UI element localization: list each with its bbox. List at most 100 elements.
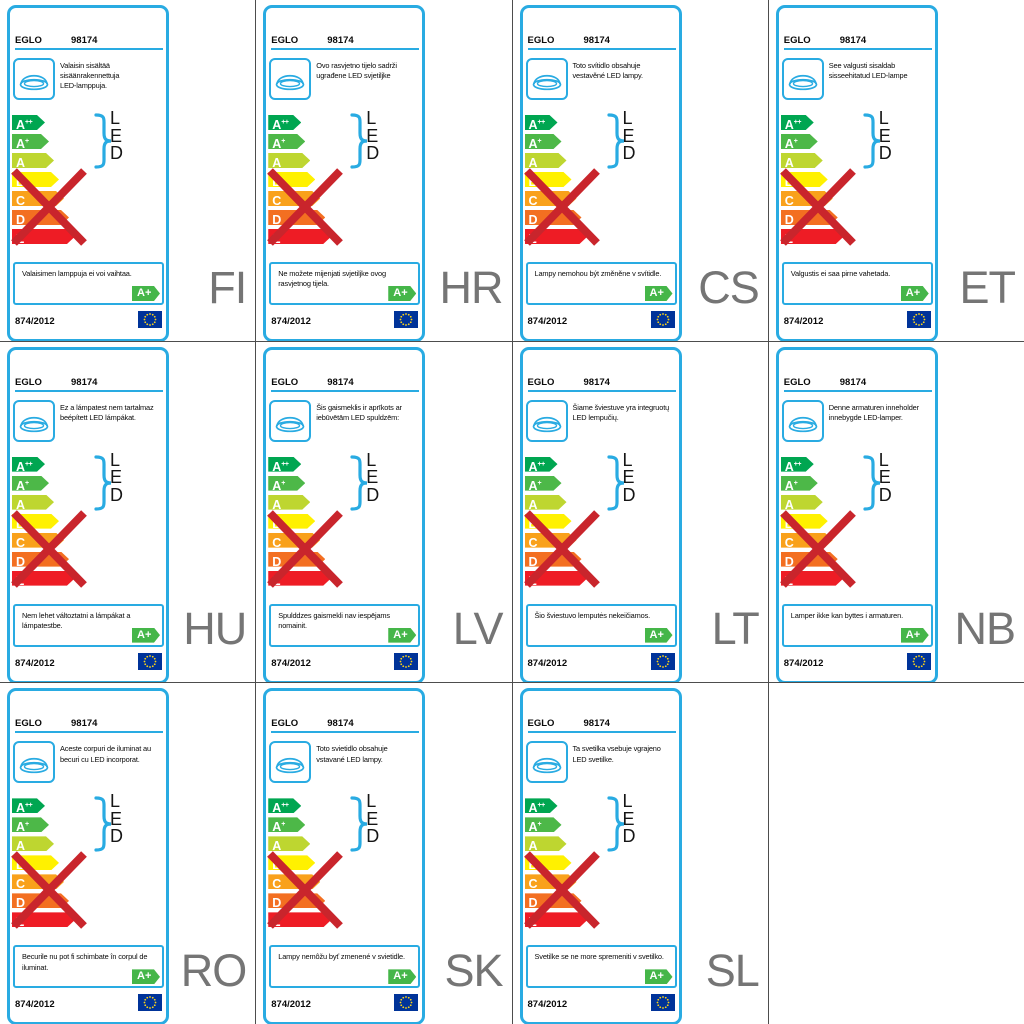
replacement-note-box: Spulddzes gaismekli nav iespējams nomain… bbox=[269, 603, 421, 647]
language-code: RO bbox=[180, 944, 247, 996]
arrow-grade: E bbox=[16, 573, 25, 588]
led-brace-icon bbox=[350, 796, 368, 852]
arrow-c: C bbox=[268, 191, 320, 206]
arrow-b: B bbox=[12, 172, 59, 187]
replacement-note-box: Valgustis ei saa pirne vahetada. A+ bbox=[781, 262, 933, 305]
lamp-icon-box bbox=[525, 399, 568, 442]
aplus-badge: A+ bbox=[900, 627, 929, 643]
arrow-e: E bbox=[12, 912, 75, 927]
replacement-note-text: Valgustis ei saa pirne vahetada. bbox=[790, 269, 891, 278]
header-divider bbox=[271, 731, 420, 734]
arrow-grade: C bbox=[16, 194, 26, 208]
ceiling-lamp-icon bbox=[788, 74, 818, 91]
arrow-e: E bbox=[268, 912, 331, 927]
replacement-note-box: Lampy nemohou být změněne v svítidle. A+ bbox=[525, 262, 677, 305]
arrow-a+: A+ bbox=[781, 476, 818, 491]
led-letters: L E D bbox=[622, 451, 636, 505]
label-cell-ro: EGLO 98174 Aceste corpuri de iluminat au… bbox=[0, 683, 256, 1024]
arrow-c: C bbox=[268, 874, 320, 889]
header-divider bbox=[15, 731, 163, 734]
arrow-b: B bbox=[525, 172, 572, 187]
arrow-grade: A bbox=[16, 118, 26, 132]
ceiling-lamp-icon bbox=[275, 758, 305, 774]
arrow-grade: B bbox=[528, 858, 538, 873]
led-letter-e: E bbox=[878, 467, 891, 488]
arrow-grade: B bbox=[784, 516, 794, 531]
arrow-grade-sup: + bbox=[537, 821, 542, 829]
arrow-grade: A bbox=[272, 118, 282, 132]
arrow-scale: A++ A+ A B C D E bbox=[268, 457, 331, 590]
arrow-grade: E bbox=[528, 573, 537, 588]
led-letters: L E D bbox=[110, 451, 123, 505]
aplus-badge: A+ bbox=[644, 969, 673, 985]
arrow-grade: C bbox=[16, 535, 26, 550]
ceiling-lamp-icon bbox=[19, 416, 49, 432]
led-letter-l: L bbox=[366, 108, 377, 128]
header-divider bbox=[15, 389, 163, 392]
arrow-grade: B bbox=[16, 858, 26, 873]
arrow-a++: A++ bbox=[12, 798, 45, 813]
eu-flag-icon bbox=[394, 652, 419, 670]
arrow-b: B bbox=[781, 172, 828, 187]
led-letter-e: E bbox=[366, 467, 379, 488]
arrow-b: B bbox=[268, 172, 315, 187]
ceiling-lamp-icon bbox=[532, 758, 561, 774]
led-letter-l: L bbox=[110, 791, 121, 812]
brand-name: EGLO bbox=[271, 718, 299, 730]
arrow-scale: A++ A+ A B C D E bbox=[525, 798, 588, 931]
arrow-grade-sup: + bbox=[25, 138, 29, 145]
builtin-led-text: Ez a lámpatest nem tartalmaz beépített L… bbox=[60, 402, 154, 422]
led-letter-e: E bbox=[622, 808, 635, 829]
arrow-a: A bbox=[781, 495, 823, 510]
arrow-grade: A bbox=[528, 459, 538, 474]
arrow-grade: A bbox=[16, 156, 26, 170]
arrow-a++: A++ bbox=[525, 457, 558, 472]
arrow-grade: B bbox=[16, 175, 26, 189]
regulation-number: 874/2012 bbox=[783, 657, 824, 669]
arrow-d: D bbox=[268, 552, 325, 567]
arrow-grade: A bbox=[784, 459, 794, 474]
arrow-scale: A++ A+ A B C D E bbox=[268, 798, 331, 931]
led-brace-icon bbox=[863, 455, 880, 511]
arrow-a++: A++ bbox=[268, 798, 301, 813]
arrow-e: E bbox=[781, 571, 844, 586]
eu-flag-icon bbox=[138, 652, 162, 670]
regulation-number: 874/2012 bbox=[527, 999, 568, 1011]
label-cell-hr: EGLO 98174 Ovo rasvjetno tijelo sadrži u… bbox=[256, 0, 512, 341]
header-divider bbox=[783, 389, 932, 392]
arrow-grade: A bbox=[528, 497, 538, 512]
model-number: 98174 bbox=[583, 35, 610, 46]
lamp-icon-box bbox=[525, 58, 568, 100]
arrow-grade: B bbox=[272, 516, 282, 531]
aplus-badge: A+ bbox=[388, 969, 417, 985]
arrow-grade: D bbox=[16, 213, 26, 227]
arrow-grade: E bbox=[272, 573, 281, 588]
arrow-grade: D bbox=[528, 213, 538, 227]
arrow-grade: A bbox=[16, 820, 26, 835]
arrow-d: D bbox=[12, 210, 69, 225]
arrow-grade: A bbox=[272, 459, 282, 474]
arrow-e: E bbox=[12, 229, 75, 244]
energy-label: EGLO 98174 Toto svítidlo obsahuje vestav… bbox=[519, 5, 682, 341]
energy-label: EGLO 98174 Denne armaturen inneholder in… bbox=[775, 346, 938, 683]
replacement-note-text: Nem lehet változtatni a lámpákat a lámpa… bbox=[22, 610, 131, 631]
arrow-grade: C bbox=[528, 877, 538, 892]
led-letter-d: D bbox=[366, 826, 380, 847]
arrow-grade: E bbox=[16, 915, 25, 930]
arrow-grade-sup: ++ bbox=[25, 460, 33, 468]
arrow-grade-sup: + bbox=[281, 821, 285, 829]
arrow-a: A bbox=[525, 836, 567, 851]
arrow-grade: A bbox=[528, 137, 538, 151]
replacement-note-text: Valaisimen lamppuja ei voi vaihtaa. bbox=[22, 269, 132, 278]
arrow-grade-sup: ++ bbox=[793, 460, 801, 468]
arrow-a+: A+ bbox=[781, 134, 818, 149]
energy-label: EGLO 98174 Ez a lámpatest nem tartalmaz … bbox=[7, 346, 169, 683]
led-letter-e: E bbox=[622, 467, 635, 488]
arrow-e: E bbox=[12, 571, 75, 586]
arrow-grade-sup: + bbox=[25, 821, 29, 829]
lamp-icon-box bbox=[781, 399, 824, 442]
regulation-number: 874/2012 bbox=[271, 316, 311, 327]
energy-label: EGLO 98174 Aceste corpuri de iluminat au… bbox=[7, 688, 169, 1024]
eu-flag-icon bbox=[394, 311, 419, 328]
model-number: 98174 bbox=[71, 718, 98, 730]
